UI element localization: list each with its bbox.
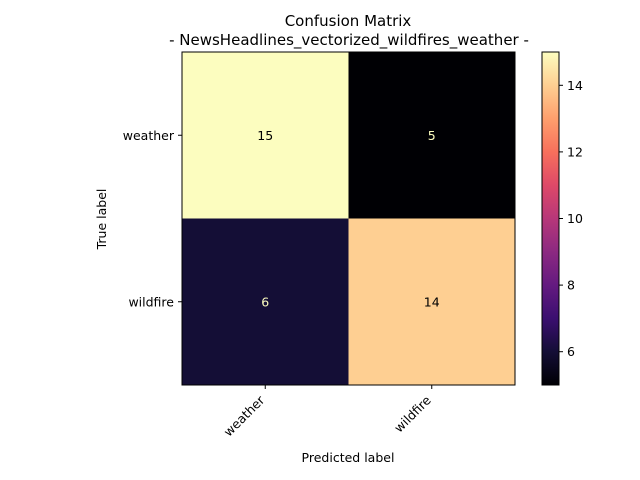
x-axis-ticks: weather wildfire bbox=[221, 385, 434, 439]
y-tick-label: weather bbox=[123, 128, 175, 143]
cell-value-label: 5 bbox=[428, 128, 436, 143]
colorbar-tick-label: 6 bbox=[567, 344, 575, 359]
colorbar-tick-label: 8 bbox=[567, 278, 575, 293]
heatmap-cell-wildfire-wildfire bbox=[348, 218, 515, 385]
colorbar-tick-label: 10 bbox=[567, 211, 583, 226]
chart-title: Confusion Matrix bbox=[285, 12, 412, 30]
heatmap-cell-weather-wildfire bbox=[348, 52, 515, 219]
heatmap-cell-wildfire-weather bbox=[182, 218, 349, 385]
chart-subtitle: - NewsHeadlines_vectorized_wildfires_wea… bbox=[169, 31, 529, 50]
x-tick-label: wildfire bbox=[391, 392, 434, 435]
colorbar bbox=[541, 51, 560, 386]
colorbar-tick-label: 14 bbox=[567, 78, 583, 93]
y-axis-label: True label bbox=[94, 189, 109, 251]
colorbar-tick-label: 12 bbox=[567, 144, 583, 159]
y-tick-label: wildfire bbox=[128, 294, 174, 309]
cell-value-label: 14 bbox=[424, 294, 440, 309]
y-axis-ticks: weather wildfire bbox=[123, 128, 182, 309]
colorbar-ticks: 6 8 10 12 14 bbox=[559, 78, 583, 359]
x-axis-label: Predicted label bbox=[302, 450, 395, 465]
cell-value-label: 15 bbox=[257, 128, 273, 143]
heatmap-cells: 15 5 6 14 bbox=[182, 52, 515, 385]
x-tick-label: weather bbox=[221, 392, 268, 439]
cell-value-label: 6 bbox=[261, 294, 269, 309]
heatmap-frame bbox=[181, 51, 516, 386]
heatmap-cell-weather-weather bbox=[182, 52, 349, 219]
